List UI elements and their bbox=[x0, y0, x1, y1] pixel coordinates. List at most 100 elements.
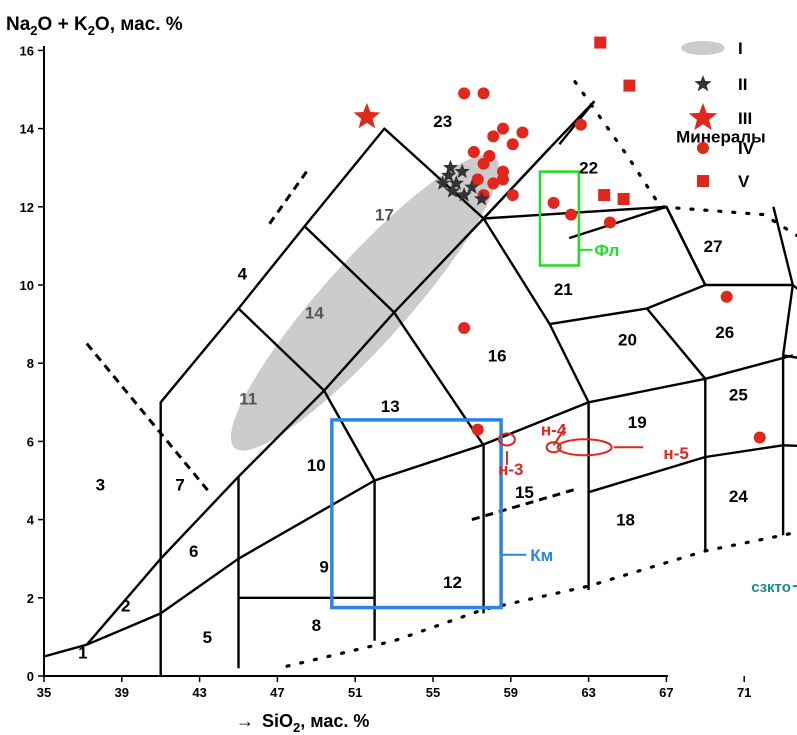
point-V bbox=[623, 79, 636, 92]
boundary-line bbox=[482, 217, 590, 403]
field-number: 23 bbox=[433, 112, 452, 131]
boundary-line bbox=[568, 205, 667, 240]
field-number: 16 bbox=[488, 346, 507, 365]
boundary-line bbox=[43, 354, 794, 658]
field-number: 19 bbox=[628, 413, 647, 432]
point-IV bbox=[506, 189, 519, 202]
dashed-boundary-line bbox=[266, 170, 308, 228]
point-II bbox=[448, 175, 464, 190]
field-number: 5 bbox=[203, 628, 212, 647]
x-tick-label: 35 bbox=[37, 685, 51, 700]
field-number: 26 bbox=[715, 323, 734, 342]
point-IV bbox=[483, 149, 496, 162]
field-number: 6 bbox=[189, 542, 198, 561]
point-II bbox=[442, 159, 459, 175]
field-number: 13 bbox=[381, 397, 400, 416]
point-IV bbox=[497, 165, 510, 178]
point-IV bbox=[458, 322, 471, 335]
y-tick-label: 8 bbox=[27, 356, 34, 371]
boundary-line bbox=[772, 206, 794, 286]
dashed-boundary-line bbox=[85, 342, 211, 494]
boundary-line bbox=[588, 444, 784, 494]
field-number: 9 bbox=[319, 558, 328, 577]
point-IV bbox=[458, 87, 471, 100]
region-km-box bbox=[330, 418, 503, 610]
point-IV bbox=[547, 196, 560, 209]
sample-n4-marker bbox=[545, 441, 562, 454]
x-tick-label: 59 bbox=[504, 685, 518, 700]
field-number-ellipse: 11 bbox=[239, 389, 257, 408]
point-V bbox=[598, 189, 611, 202]
field-number: 20 bbox=[618, 331, 637, 350]
field-I-ellipse bbox=[230, 154, 499, 451]
y-tick-label: 4 bbox=[27, 513, 35, 528]
point-IV bbox=[574, 118, 587, 131]
point-III bbox=[353, 102, 381, 129]
field-number-ellipse: 17 bbox=[375, 206, 394, 225]
boundary-line bbox=[783, 444, 797, 448]
point-IV bbox=[477, 87, 490, 100]
point-II bbox=[456, 187, 472, 202]
field-number: 10 bbox=[307, 456, 326, 475]
y-tick-label: 6 bbox=[27, 434, 34, 449]
point-IV bbox=[753, 431, 766, 444]
y-tick-label: 2 bbox=[27, 591, 34, 606]
point-IV bbox=[720, 290, 733, 303]
sample-label: н-5 bbox=[663, 444, 688, 463]
point-II bbox=[454, 163, 470, 179]
y-tick-label: 14 bbox=[20, 122, 35, 137]
point-II bbox=[435, 175, 451, 190]
x-tick-label: 47 bbox=[270, 685, 284, 700]
point-II bbox=[474, 191, 490, 206]
sample-label: н-3 bbox=[498, 460, 523, 479]
field-number: 25 bbox=[729, 385, 748, 404]
y-tick-label: 0 bbox=[27, 669, 34, 684]
field-number: 15 bbox=[515, 483, 534, 502]
point-IV bbox=[565, 208, 578, 221]
boundary-line bbox=[159, 127, 485, 676]
point-IV bbox=[497, 122, 510, 135]
field-number: 2 bbox=[121, 597, 130, 616]
field-number: 12 bbox=[443, 573, 462, 592]
legend-square-icon bbox=[697, 175, 709, 187]
region-km-label: Км bbox=[530, 546, 553, 565]
field-number: 18 bbox=[616, 511, 635, 530]
x-tick-label: 67 bbox=[659, 685, 673, 700]
point-II bbox=[464, 179, 480, 194]
point-V bbox=[594, 36, 607, 49]
x-tick-label: 55 bbox=[426, 685, 440, 700]
boundary-line bbox=[549, 283, 706, 326]
point-V bbox=[617, 192, 630, 205]
minerals-label: Минералы bbox=[676, 127, 766, 146]
axis-ticks: 35394347515559636771750246810121416 bbox=[20, 43, 752, 700]
point-IV bbox=[471, 173, 484, 186]
boundary-line bbox=[781, 284, 794, 356]
point-IV bbox=[516, 126, 529, 139]
y-tick-label: 10 bbox=[20, 278, 34, 293]
x-tick-label: 43 bbox=[192, 685, 206, 700]
legend-label: V bbox=[738, 172, 750, 191]
legend-ellipse-icon bbox=[681, 41, 725, 55]
point-IV bbox=[487, 130, 500, 143]
region-fl-label: Фл bbox=[594, 241, 619, 260]
field-number: 8 bbox=[312, 616, 321, 635]
boundary-line bbox=[323, 390, 376, 482]
sample-n3-marker bbox=[497, 432, 516, 447]
x-tick-label: 71 bbox=[737, 685, 751, 700]
field-number: 22 bbox=[579, 159, 598, 178]
field-number-ellipse: 14 bbox=[305, 303, 324, 322]
field-number: 7 bbox=[175, 475, 184, 494]
point-IV bbox=[487, 177, 500, 190]
sample-n4-leader bbox=[552, 427, 567, 446]
sample-label: н-4 bbox=[541, 421, 567, 440]
sample-n5-marker bbox=[556, 438, 613, 457]
region-szkto-label: сзкто bbox=[751, 579, 791, 596]
point-II bbox=[441, 167, 457, 182]
data-points bbox=[353, 36, 766, 444]
region-fl-box bbox=[538, 170, 581, 267]
legend-label: III bbox=[738, 109, 752, 128]
point-IV bbox=[603, 216, 616, 229]
boundary-line bbox=[237, 307, 325, 392]
sample-regions: Км Фл сзкто bbox=[330, 170, 797, 610]
